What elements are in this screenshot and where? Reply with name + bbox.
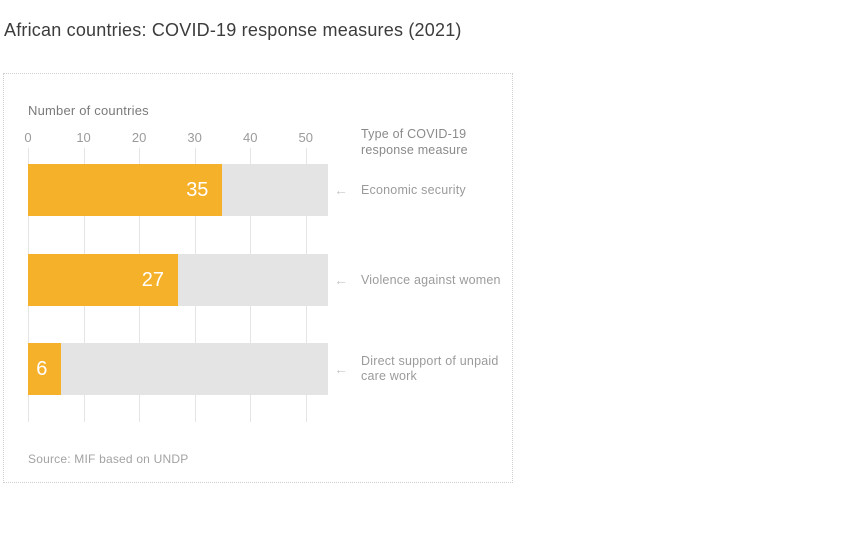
chart-title: African countries: COVID-19 response mea… — [4, 20, 462, 40]
bar-value-label: 35 — [186, 179, 209, 201]
x-tick-label: 10 — [76, 130, 91, 145]
x-axis-title: Number of countries — [28, 103, 149, 118]
arrow-left-icon: ← — [334, 272, 348, 288]
x-tick-label: 40 — [242, 130, 258, 145]
x-tick-label: 30 — [187, 130, 202, 145]
category-label: Violence against women — [361, 272, 501, 287]
x-tick-label: 0 — [24, 130, 32, 145]
bar-value-label: 6 — [36, 358, 48, 380]
bar-row-unpaid-care-work: 6 — [28, 343, 328, 395]
bar-fill: 6 — [28, 343, 62, 395]
category-label: Economic security — [361, 182, 466, 197]
category-label-row: ← Violence against women — [334, 254, 504, 306]
bar-fill: 27 — [28, 254, 178, 306]
bar-row-economic-security: 35 — [28, 164, 328, 216]
bar-value-label: 27 — [141, 269, 164, 291]
chart-panel: Number of countries 0 10 20 30 40 50 35 27 6 … — [3, 73, 513, 483]
bar-track — [28, 343, 328, 395]
source-note: Source: MIF based on UNDP — [28, 452, 189, 466]
x-tick-label: 50 — [298, 130, 313, 145]
x-axis-tick-labels: 0 10 20 30 40 50 — [24, 130, 328, 145]
bar-fill: 35 — [28, 164, 223, 216]
arrow-left-icon: ← — [334, 361, 348, 377]
category-label-row: ← Economic security — [334, 164, 504, 216]
x-tick-label: 20 — [131, 130, 147, 145]
bar-row-violence-against-women: 27 — [28, 254, 328, 306]
category-label-row: ← Direct support of unpaid care work — [334, 343, 504, 395]
category-label: Direct support of unpaid care work — [361, 354, 499, 383]
arrow-left-icon: ← — [334, 182, 348, 198]
category-axis-header: Type of COVID-19 response measure — [361, 127, 468, 157]
